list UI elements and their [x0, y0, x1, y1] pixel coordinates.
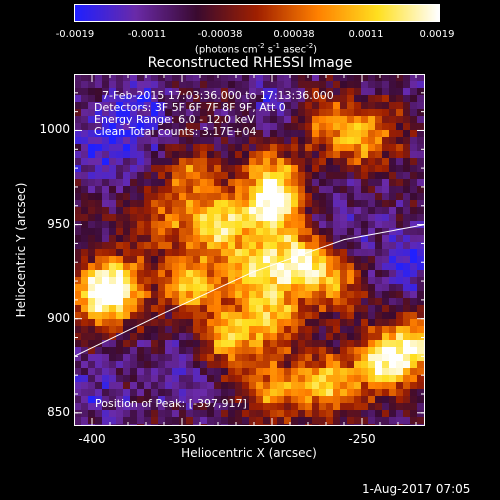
colorbar-tick-label: -0.00038	[197, 29, 243, 40]
chart-title: Reconstructed RHESSI Image	[147, 55, 353, 71]
clean-counts-text: Clean Total counts: 3.17E+04	[94, 125, 257, 138]
generation-date: 1-Aug-2017 07:05	[362, 482, 471, 496]
colorbar-tick-label: -0.0011	[127, 29, 167, 40]
colorbar-frame	[74, 4, 440, 22]
y-tick-label: 1000	[39, 122, 70, 137]
plot-overlay	[74, 74, 425, 426]
colorbar-gradient	[75, 5, 439, 21]
heatmap-plot-area	[74, 74, 425, 426]
heatmap-image	[74, 74, 425, 426]
colorbar-units: (photons cm-2 s-1 asec-2)	[194, 42, 318, 56]
colorbar-tick-label: 0.00038	[273, 29, 315, 40]
peak-position-text: Position of Peak: [-397,917]	[95, 397, 247, 410]
x-tick-label: -400	[78, 432, 106, 446]
colorbar-tick-label: 0.0019	[419, 29, 455, 40]
y-axis-label: Heliocentric Y (arcsec)	[14, 182, 28, 318]
x-tick-label: -350	[168, 432, 196, 446]
y-tick-label: 850	[47, 404, 70, 419]
energy-range-text: Energy Range: 6.0 - 12.0 keV	[94, 113, 255, 126]
observation-info: 7-Feb-2015 17:03:36.000 to 17:13:36.000 …	[94, 90, 334, 138]
plot-frame	[74, 74, 425, 426]
y-tick-label: 900	[47, 310, 70, 325]
detectors-text: Detectors: 3F 5F 6F 7F 8F 9F, Att 0	[94, 101, 286, 114]
x-axis-label: Heliocentric X (arcsec)	[181, 446, 317, 460]
x-tick-label: -250	[348, 432, 376, 446]
colorbar-tick-label: -0.0019	[55, 29, 95, 40]
solar-limb-line	[74, 224, 425, 357]
y-tick-label: 950	[47, 216, 70, 231]
x-tick-label: -300	[258, 432, 286, 446]
colorbar-tick-label: 0.0011	[348, 29, 384, 40]
time-range-text: 7-Feb-2015 17:03:36.000 to 17:13:36.000	[102, 89, 334, 102]
